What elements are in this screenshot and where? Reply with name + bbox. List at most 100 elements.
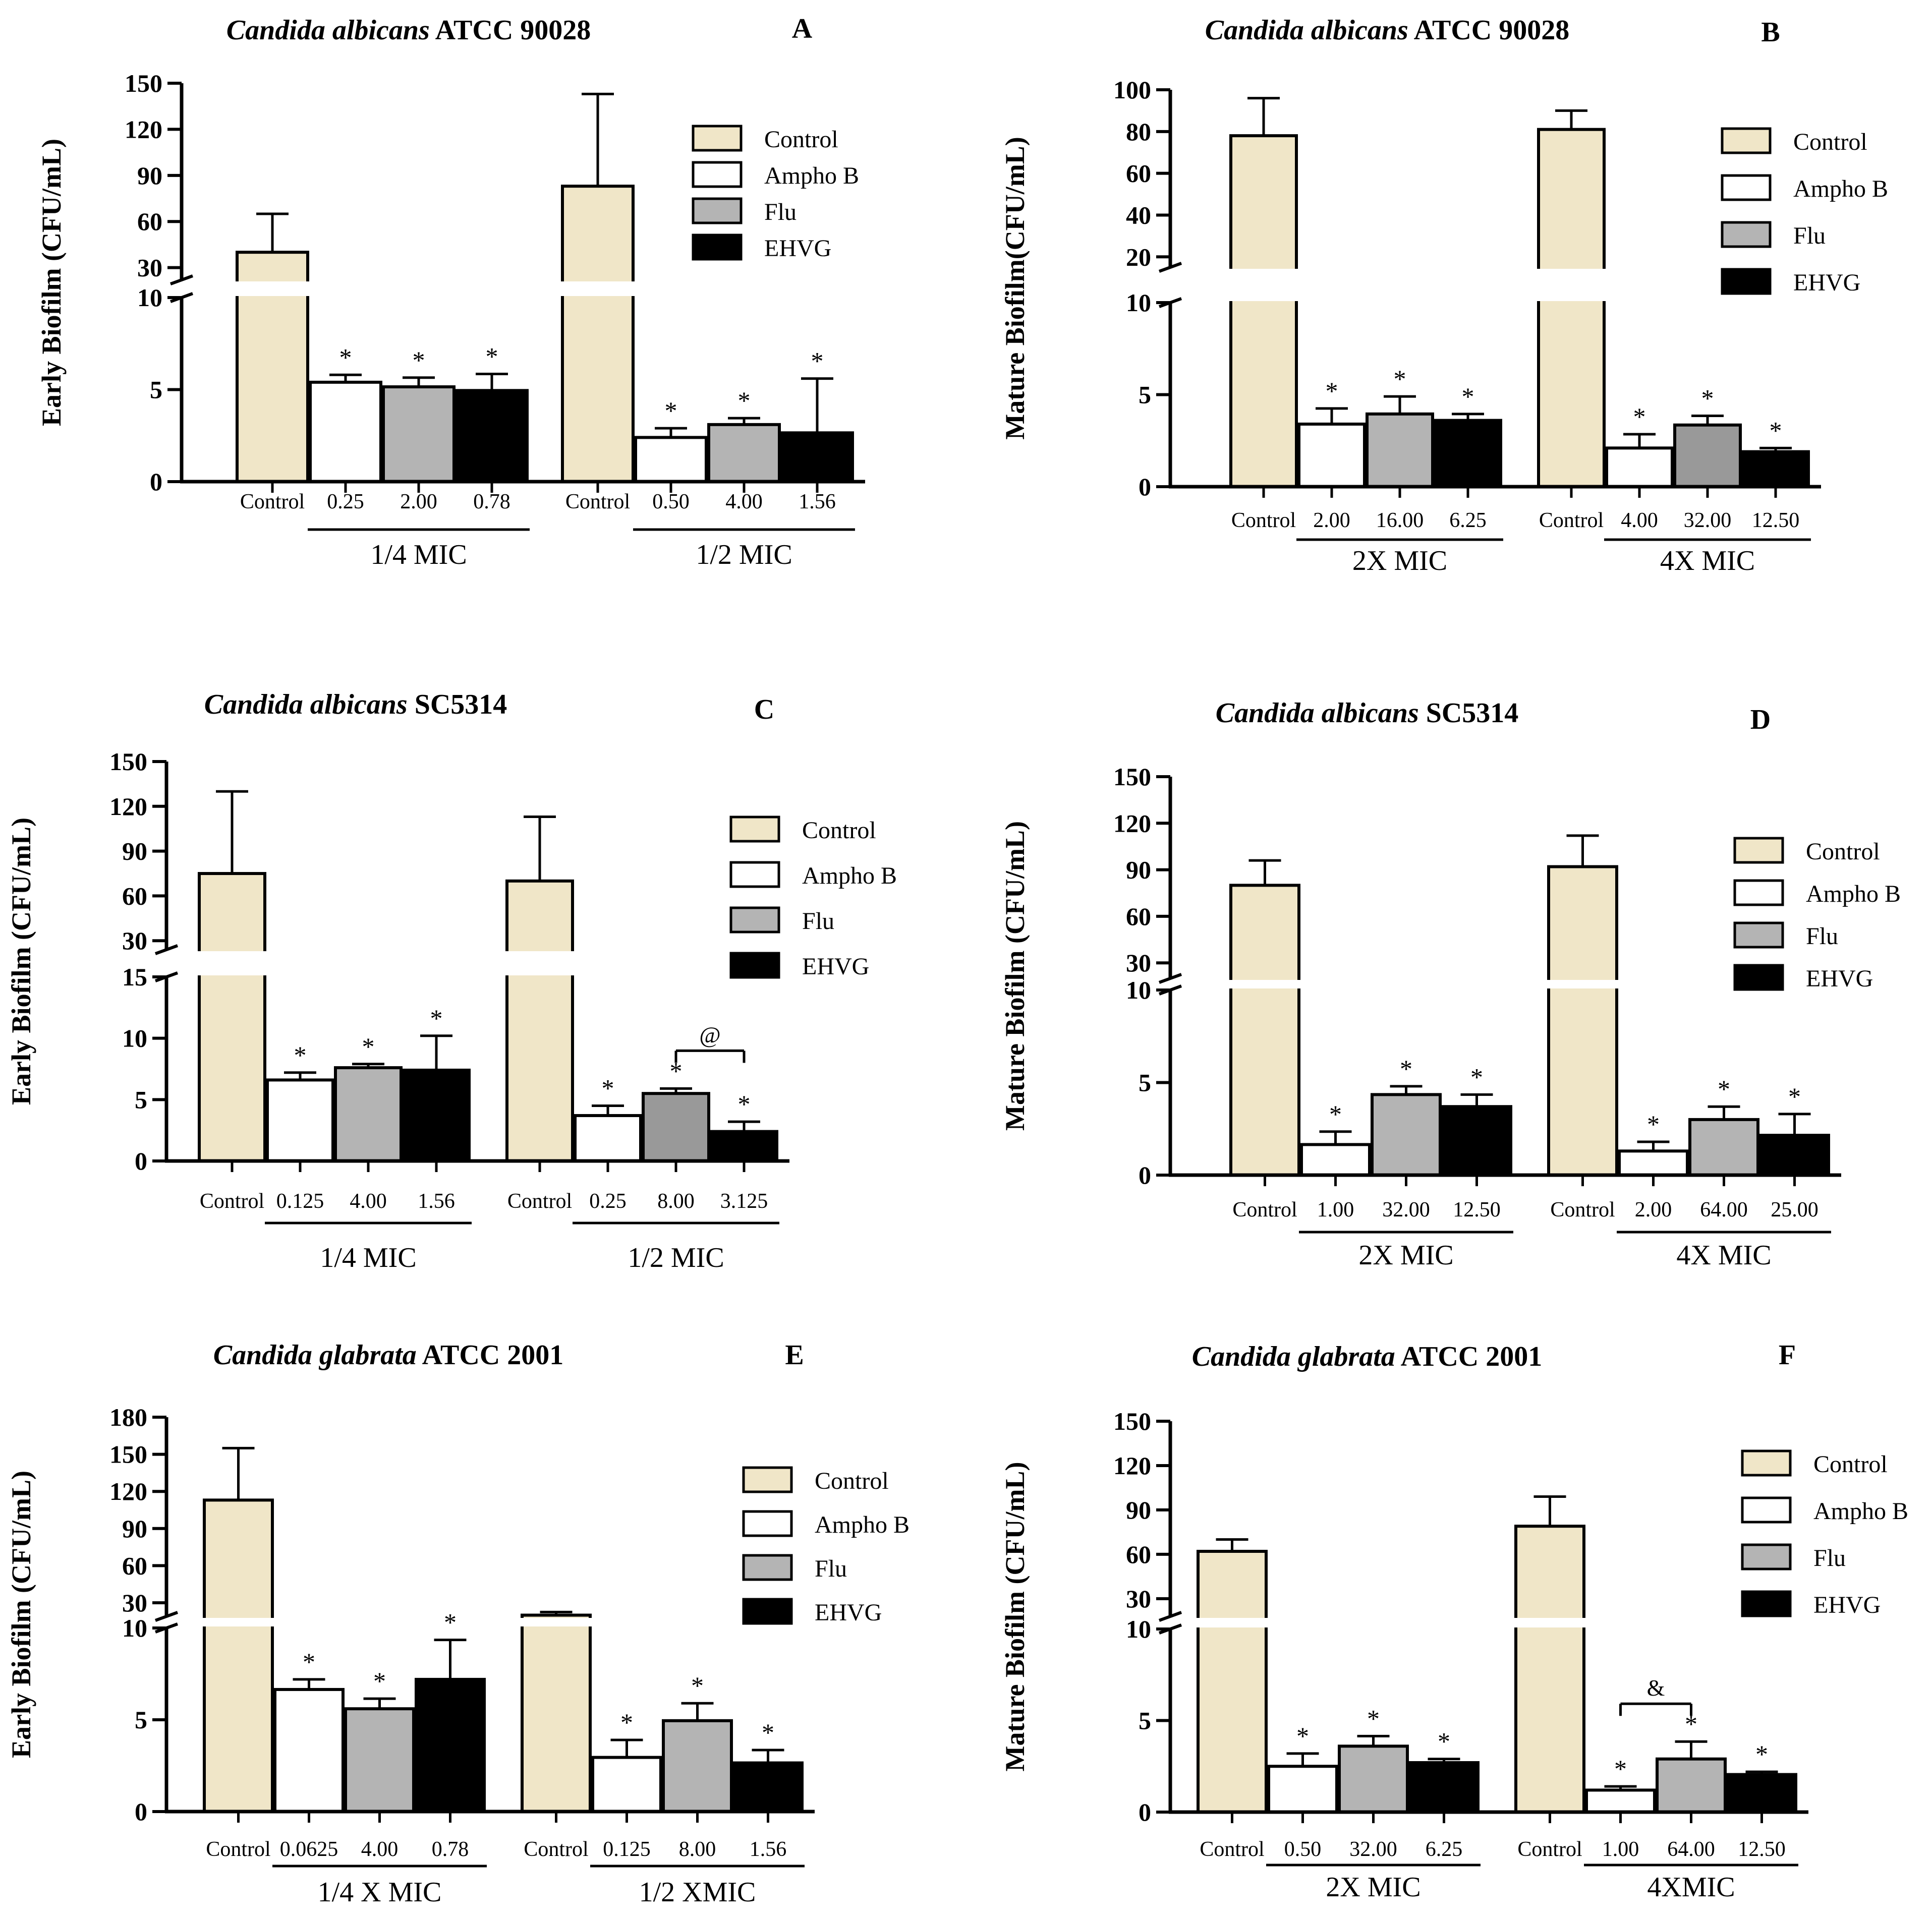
legend-label: Control — [764, 126, 838, 153]
significance-mark: * — [762, 1718, 774, 1747]
axis-break-gap — [520, 1618, 592, 1626]
y-tick-label: 120 — [109, 1477, 147, 1505]
x-tick-label: 0.50 — [1284, 1838, 1322, 1861]
bar-ehvg — [455, 389, 529, 484]
y-tick-label: 120 — [125, 115, 162, 143]
x-tick-label: 32.00 — [1349, 1838, 1397, 1861]
chart-title: Candida albicans SC5314 — [1216, 697, 1519, 729]
y-tick-label: 100 — [1113, 76, 1151, 104]
x-tick-label: 0.25 — [327, 490, 364, 513]
group-label: 1/2 XMIC — [639, 1877, 756, 1908]
x-tick-label: 1.56 — [799, 490, 836, 513]
x-tick-label: 3.125 — [720, 1190, 768, 1213]
legend-swatch-ampho-b — [729, 861, 780, 888]
legend-label: Ampho B — [764, 162, 859, 189]
y-tick-label: 0 — [1139, 1161, 1151, 1189]
x-tick-label: 1.00 — [1602, 1838, 1639, 1861]
y-tick-label: 10 — [1126, 288, 1151, 317]
axis-break-gap — [197, 951, 267, 975]
x-tick-label: 0.25 — [589, 1190, 627, 1213]
y-axis-label: Early Biofilm (CFU/mL) — [6, 818, 36, 1105]
legend-label: EHVG — [802, 953, 869, 980]
x-tick-label: 1.56 — [418, 1190, 455, 1213]
axis-break-gap — [202, 1618, 274, 1626]
bar-flu — [382, 385, 456, 484]
axis-break-gap — [235, 281, 310, 296]
x-tick-label: 6.25 — [1449, 509, 1487, 532]
x-tick-label: 0.78 — [473, 490, 510, 513]
bar-ampho-b — [574, 1114, 642, 1162]
group-label: 4XMIC — [1647, 1872, 1735, 1903]
chart-title-strain: ATCC 90028 — [1408, 15, 1569, 46]
significance-mark: * — [1367, 1704, 1380, 1732]
x-tick-label: 4.00 — [1621, 509, 1658, 532]
axis-break-gap — [560, 281, 635, 296]
x-tick-label: Control — [524, 1838, 588, 1861]
axis-break-gap — [505, 951, 575, 975]
chart-title: Candida albicans ATCC 90028 — [1205, 15, 1569, 46]
chart-panel-f: Candida glabrata ATCC 2001 F Mature Biofil… — [1000, 1340, 1908, 1903]
bar-ehvg — [1726, 1773, 1797, 1814]
bar-flu — [1688, 1118, 1759, 1177]
x-tick-label: 4.00 — [361, 1838, 399, 1861]
bar-flu — [334, 1066, 403, 1162]
bar-control — [198, 872, 266, 1162]
group-label: 4X MIC — [1660, 545, 1755, 576]
bar-flu — [1338, 1744, 1409, 1814]
bar-ampho-b — [591, 1756, 662, 1814]
y-tick-label: 30 — [122, 1589, 147, 1617]
legend-swatch-flu — [692, 197, 743, 224]
legend-swatch-control — [742, 1466, 793, 1493]
bar-flu — [707, 423, 781, 483]
legend-label: Control — [1793, 129, 1867, 155]
x-tick-label: Control — [1539, 509, 1604, 532]
significance-mark: * — [430, 1004, 443, 1032]
significance-mark: * — [1633, 402, 1646, 431]
legend-label: EHVG — [1813, 1592, 1881, 1618]
significance-mark: * — [1400, 1055, 1412, 1083]
y-tick-label: 5 — [1139, 381, 1151, 409]
bar-flu — [662, 1719, 733, 1814]
legend-label: Ampho B — [1813, 1498, 1908, 1525]
legend-label: Flu — [815, 1555, 847, 1582]
axis-break-gap — [1547, 980, 1619, 988]
bar-ampho-b — [1300, 1143, 1371, 1177]
legend-swatch-flu — [1721, 221, 1772, 248]
y-tick-label: 5 — [1139, 1069, 1151, 1097]
legend-label: Ampho B — [1806, 881, 1901, 907]
bar-ehvg — [1759, 1134, 1830, 1177]
bar-flu — [1371, 1093, 1442, 1177]
legend-swatch-flu — [742, 1554, 793, 1581]
axis-break-mark — [169, 274, 194, 285]
x-tick-label: 64.00 — [1667, 1838, 1715, 1861]
x-tick-label: 4.00 — [725, 490, 763, 513]
y-tick-label: 10 — [1126, 1615, 1151, 1643]
group-label: 1/2 MIC — [696, 539, 792, 570]
y-tick-label: 20 — [1126, 243, 1151, 271]
significance-mark: * — [1394, 365, 1406, 393]
legend-swatch-ampho-b — [1733, 879, 1784, 906]
group-label: 1/4 MIC — [370, 539, 467, 570]
bar-control — [203, 1498, 274, 1813]
legend-label: Control — [815, 1468, 889, 1494]
chart-title: Candida albicans ATCC 90028 — [226, 15, 591, 46]
x-tick-label: Control — [1231, 509, 1296, 532]
legend-label: Control — [802, 817, 876, 844]
bar-ampho-b — [634, 436, 708, 484]
significance-mark: * — [738, 386, 751, 415]
chart-title-strain: SC5314 — [408, 689, 507, 720]
chart-panel-c: Candida albicans SC5314 C Early Biofilm (C… — [6, 689, 897, 1273]
chart-title-strain: ATCC 90028 — [430, 15, 591, 46]
significance-mark: * — [1462, 382, 1474, 411]
x-tick-label: 1.00 — [1317, 1198, 1354, 1221]
legend-label: EHVG — [1806, 965, 1873, 992]
significance-mark: * — [1296, 1722, 1309, 1750]
legend-swatch-ehvg — [1741, 1590, 1792, 1617]
y-tick-label: 30 — [137, 254, 162, 282]
x-tick-label: 64.00 — [1700, 1198, 1748, 1221]
significance-mark: * — [486, 342, 498, 370]
legend-label: Ampho B — [802, 862, 897, 889]
y-tick-label: 0 — [135, 1797, 147, 1826]
x-tick-label: 25.00 — [1771, 1198, 1819, 1221]
bar-ehvg — [732, 1761, 804, 1814]
